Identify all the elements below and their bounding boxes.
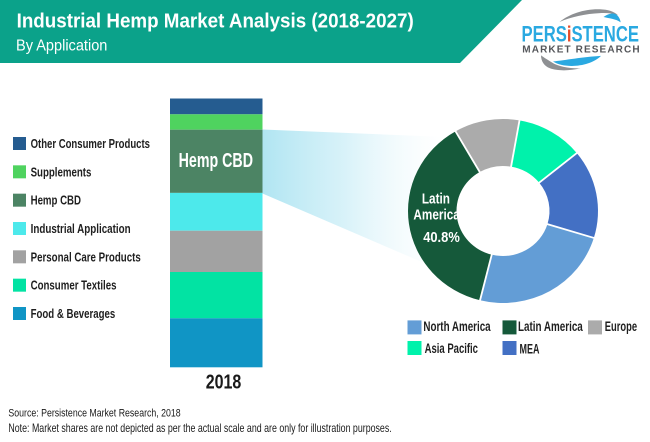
svg-text:North America: North America	[423, 320, 491, 335]
svg-text:Supplements: Supplements	[31, 166, 92, 179]
svg-text:PERSiSTENCE: PERSiSTENCE	[522, 22, 639, 47]
svg-text:Food & Beverages: Food & Beverages	[31, 308, 116, 321]
svg-text:40.8%: 40.8%	[423, 229, 460, 245]
svg-text:MEA: MEA	[520, 343, 540, 357]
svg-text:Hemp CBD: Hemp CBD	[179, 149, 253, 172]
svg-text:Industrial Application: Industrial Application	[31, 223, 131, 236]
svg-text:Source: Persistence Market Res: Source: Persistence Market Research, 201…	[8, 408, 181, 420]
svg-text:Industrial Hemp Market Analysi: Industrial Hemp Market Analysis (2018-20…	[17, 10, 414, 33]
svg-text:Consumer Textiles: Consumer Textiles	[31, 280, 117, 293]
svg-text:Latin: Latin	[422, 190, 450, 206]
svg-text:Latin America: Latin America	[518, 320, 583, 335]
svg-text:Asia Pacific: Asia Pacific	[425, 341, 479, 356]
svg-text:2018: 2018	[206, 371, 242, 393]
svg-text:Note: Market shares are not de: Note: Market shares are not depicted as …	[8, 423, 391, 435]
svg-text:Personal Care Products: Personal Care Products	[31, 251, 141, 264]
svg-text:America: America	[413, 206, 460, 222]
svg-text:Hemp CBD: Hemp CBD	[31, 195, 81, 208]
svg-text:MARKET RESEARCH: MARKET RESEARCH	[522, 45, 639, 56]
svg-text:By Application: By Application	[16, 37, 107, 55]
svg-text:Other Consumer Products: Other Consumer Products	[31, 138, 150, 151]
svg-text:Europe: Europe	[605, 321, 638, 335]
